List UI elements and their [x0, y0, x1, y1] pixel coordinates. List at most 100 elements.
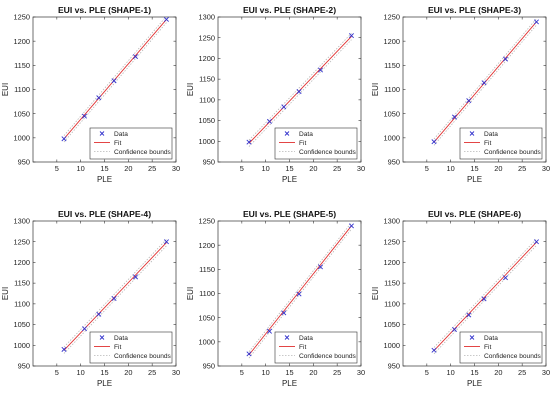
- subplot-6: EUI vs. PLE (SHAPE-6) 5 10 15 20 25 30 950 1000 1…: [371, 209, 550, 388]
- data-point: [481, 296, 487, 302]
- y-tick-label: 1200: [384, 258, 400, 267]
- y-axis-label: EUI: [1, 287, 10, 300]
- y-tick-label: 1300: [199, 13, 215, 22]
- y-tick-label: 1200: [14, 37, 30, 46]
- y-tick-label: 1150: [199, 75, 215, 84]
- y-tick-label: 1150: [199, 265, 215, 274]
- data-point: [81, 326, 87, 332]
- x-tick-label: 15: [100, 164, 108, 173]
- y-tick-label: 950: [18, 158, 30, 167]
- data-point: [132, 274, 139, 280]
- y-tick-label: 1150: [14, 61, 30, 70]
- confidence-upper-line: [63, 239, 167, 348]
- data-point: [348, 223, 354, 229]
- y-tick-label: 950: [203, 362, 215, 371]
- y-tick-label: 1100: [14, 85, 30, 94]
- legend-label-bounds: Confidence bounds: [114, 149, 172, 156]
- legend: Data Fit Confidence bounds: [274, 127, 358, 160]
- y-tick-label: 1300: [14, 217, 30, 226]
- x-tick-label: 20: [309, 164, 317, 173]
- y-tick-label: 950: [388, 158, 400, 167]
- data-point: [348, 33, 354, 39]
- x-tick-label: 10: [262, 368, 270, 377]
- fit-line: [433, 241, 537, 351]
- y-tick-label: 1300: [384, 217, 400, 226]
- x-tick-label: 15: [100, 368, 108, 377]
- data-point: [451, 327, 457, 333]
- x-tick-label: 25: [333, 368, 341, 377]
- subplot-3: EUI vs. PLE (SHAPE-3) 5 10 15 20 25 30 950 1000 1…: [371, 5, 550, 184]
- data-point: [96, 95, 102, 101]
- x-tick-label: 30: [542, 368, 550, 377]
- data-point: [96, 311, 102, 317]
- legend-label-data: Data: [114, 131, 128, 138]
- x-tick-label: 20: [494, 164, 502, 173]
- y-tick-label: 1250: [199, 33, 215, 42]
- legend-label-data: Data: [114, 335, 128, 342]
- legend: Data Fit Confidence bounds: [89, 127, 173, 160]
- y-tick-label: 1100: [199, 289, 215, 298]
- data-point: [466, 98, 472, 104]
- y-tick-label: 1250: [14, 237, 30, 246]
- y-tick-label: 1050: [384, 109, 400, 118]
- data-point: [296, 89, 302, 95]
- data-point: [451, 114, 457, 120]
- legend-box: [459, 331, 543, 364]
- legend-label-fit: Fit: [484, 344, 491, 351]
- x-tick-label: 10: [262, 164, 270, 173]
- y-tick-label: 1000: [14, 133, 30, 142]
- y-tick-label: 1050: [14, 109, 30, 118]
- legend-data-marker: [284, 131, 290, 136]
- x-axis-label: PLE: [282, 175, 297, 184]
- series-group: [431, 238, 539, 355]
- chart-title: EUI vs. PLE (SHAPE-4): [58, 209, 151, 219]
- x-tick-label: 30: [357, 368, 365, 377]
- data-point: [132, 54, 139, 60]
- confidence-lower-line: [433, 24, 537, 146]
- x-tick-label: 5: [55, 368, 59, 377]
- y-tick-label: 1000: [384, 133, 400, 142]
- data-point: [281, 310, 287, 316]
- legend-box: [459, 127, 543, 160]
- legend-data-marker: [469, 131, 475, 136]
- x-tick-label: 15: [285, 368, 293, 377]
- data-point: [502, 56, 509, 62]
- x-tick-label: 5: [240, 164, 244, 173]
- x-tick-label: 20: [124, 368, 132, 377]
- x-tick-label: 5: [240, 368, 244, 377]
- data-point: [533, 239, 539, 245]
- x-tick-label: 30: [357, 164, 365, 173]
- x-tick-label: 20: [494, 368, 502, 377]
- legend: Data Fit Confidence bounds: [89, 331, 173, 364]
- y-tick-label: 1200: [199, 241, 215, 250]
- legend: Data Fit Confidence bounds: [459, 331, 543, 364]
- y-axis-label: EUI: [371, 287, 380, 300]
- confidence-lower-line: [433, 245, 537, 355]
- x-tick-label: 10: [447, 368, 455, 377]
- x-axis-label: PLE: [467, 175, 482, 184]
- data-point: [533, 19, 539, 25]
- chart-title: EUI vs. PLE (SHAPE-5): [243, 209, 336, 219]
- y-tick-label: 1100: [14, 299, 30, 308]
- data-point: [466, 312, 472, 318]
- chart-title: EUI vs. PLE (SHAPE-2): [243, 5, 336, 15]
- y-tick-label: 1100: [199, 95, 215, 104]
- data-point: [431, 139, 437, 145]
- y-tick-label: 1150: [384, 279, 400, 288]
- legend-label-bounds: Confidence bounds: [484, 149, 542, 156]
- x-tick-label: 30: [172, 368, 180, 377]
- x-tick-label: 10: [77, 368, 85, 377]
- data-point: [111, 295, 117, 301]
- subplot-4: EUI vs. PLE (SHAPE-4) 5 10 15 20 25 30 950 1000 1…: [1, 209, 180, 388]
- chart-title: EUI vs. PLE (SHAPE-3): [428, 5, 521, 15]
- legend-label-fit: Fit: [299, 140, 306, 147]
- y-tick-label: 1200: [199, 54, 215, 63]
- series-group: [61, 239, 169, 354]
- confidence-upper-line: [248, 222, 352, 352]
- legend-box: [274, 331, 358, 364]
- y-tick-label: 1000: [384, 341, 400, 350]
- x-tick-label: 10: [77, 164, 85, 173]
- y-tick-label: 1100: [384, 85, 400, 94]
